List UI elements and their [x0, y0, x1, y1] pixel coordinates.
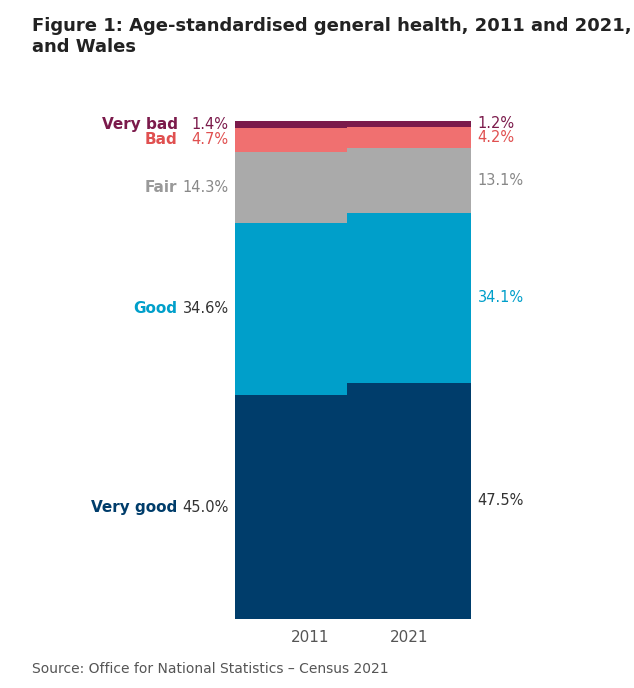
Text: 13.1%: 13.1% — [477, 173, 524, 188]
Text: 14.3%: 14.3% — [183, 180, 229, 195]
Text: Good: Good — [134, 301, 178, 316]
Text: and Wales: and Wales — [32, 38, 136, 56]
Bar — [347, 127, 471, 148]
Text: Figure 1: Age-standardised general health, 2011 and 2021, England: Figure 1: Age-standardised general healt… — [32, 17, 634, 35]
Text: Very good: Very good — [91, 499, 178, 515]
Bar — [235, 223, 384, 395]
Bar — [235, 395, 384, 619]
Text: 4.7%: 4.7% — [191, 132, 229, 147]
Bar — [347, 213, 471, 383]
Text: 45.0%: 45.0% — [183, 499, 229, 515]
Text: 34.1%: 34.1% — [477, 290, 524, 305]
Text: Very bad: Very bad — [101, 117, 178, 132]
Text: Source: Office for National Statistics – Census 2021: Source: Office for National Statistics –… — [32, 662, 388, 676]
Text: Bad: Bad — [145, 132, 178, 147]
Text: 1.2%: 1.2% — [477, 116, 515, 131]
Bar — [235, 121, 384, 128]
Text: 4.2%: 4.2% — [477, 129, 515, 144]
Text: 34.6%: 34.6% — [183, 301, 229, 316]
Bar — [235, 151, 384, 223]
Text: Fair: Fair — [145, 180, 178, 195]
Bar — [347, 383, 471, 619]
Text: 47.5%: 47.5% — [477, 493, 524, 508]
Bar — [347, 120, 471, 127]
Bar — [347, 148, 471, 213]
Bar — [235, 128, 384, 151]
Text: 1.4%: 1.4% — [192, 117, 229, 132]
